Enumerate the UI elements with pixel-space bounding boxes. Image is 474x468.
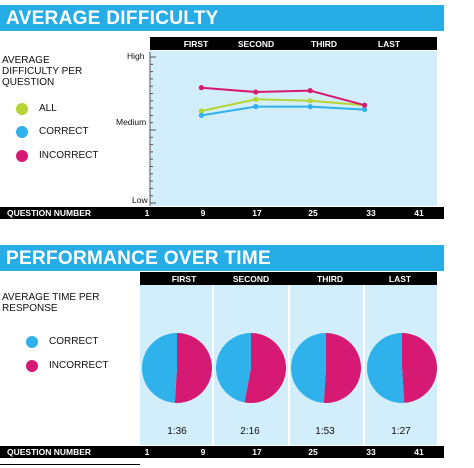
performance-side-label: AVERAGE TIME PER RESPONSE	[2, 292, 99, 314]
pie-first-incorrect-slice	[174, 333, 212, 403]
difficulty-footer-label: QUESTION NUMBER	[7, 208, 92, 218]
legend-all-label: ALL	[39, 103, 57, 114]
data-point-incorrect	[362, 102, 368, 108]
data-point-correct	[307, 104, 313, 110]
legend-correct-label: CORRECT	[39, 126, 89, 137]
perf-legend-correct-label: CORRECT	[49, 336, 99, 347]
performance-segment-third: THIRD	[317, 274, 343, 284]
difficulty-title: AVERAGE DIFFICULTY	[6, 8, 219, 29]
difficulty-side-label-line3: QUESTION	[2, 77, 55, 88]
difficulty-segment-first: FIRST	[183, 39, 209, 49]
performance-segment-last: LAST	[388, 274, 412, 284]
performance-banner: PERFORMANCE OVER TIME	[0, 245, 444, 271]
time-label-last: 1:27	[391, 426, 411, 437]
difficulty-question-number-bar: QUESTION NUMBER 1 9 17 25 33 41	[0, 207, 444, 219]
performance-footer-label: QUESTION NUMBER	[7, 447, 92, 457]
time-label-third: 1:53	[315, 426, 335, 437]
performance-question-number-bar: QUESTION NUMBER 1 9 17 25 33 41	[0, 446, 444, 458]
data-point-correct	[362, 106, 368, 113]
pie-second-correct-slice	[215, 333, 251, 403]
perf-legend-incorrect-label: INCORRECT	[49, 360, 109, 371]
difficulty-tick-33: 33	[366, 208, 376, 218]
performance-tick-33: 33	[366, 447, 376, 457]
performance-title: PERFORMANCE OVER TIME	[6, 248, 271, 269]
y-label-high: High	[127, 51, 145, 61]
performance-tick-17: 17	[252, 447, 262, 457]
difficulty-side-label-line2: DIFFICULTY PER	[2, 66, 83, 77]
pie-first-correct-slice	[141, 333, 177, 403]
series-line-correct	[201, 105, 365, 117]
pie-last-correct-slice	[367, 333, 405, 404]
series-line-incorrect	[201, 86, 365, 107]
pie-third-incorrect-slice	[323, 333, 361, 404]
perf-legend-correct-swatch	[26, 336, 38, 348]
y-label-low: Low	[132, 195, 148, 205]
performance-segment-header: FIRST SECOND THIRD LAST	[140, 272, 437, 285]
performance-tick-41: 41	[414, 447, 424, 457]
performance-tick-1: 1	[144, 447, 150, 457]
data-point-all	[307, 98, 313, 104]
performance-segment-first: FIRST	[171, 274, 197, 284]
performance-tick-25: 25	[308, 447, 318, 457]
performance-segment-second: SECOND	[232, 274, 270, 284]
data-point-correct	[198, 112, 204, 118]
difficulty-side-label-line1: AVERAGE	[2, 55, 50, 66]
difficulty-side-label: AVERAGE DIFFICULTY PER QUESTION	[2, 55, 82, 88]
legend-correct-swatch	[16, 126, 28, 138]
data-point-all	[198, 108, 204, 114]
data-point-incorrect	[253, 89, 259, 95]
difficulty-banner: AVERAGE DIFFICULTY	[0, 5, 444, 31]
data-point-all	[253, 96, 259, 102]
performance-tick-9: 9	[200, 447, 206, 457]
pie-second-incorrect-slice	[244, 333, 286, 403]
performance-side-label-line1: AVERAGE TIME PER	[2, 292, 100, 303]
legend-incorrect-swatch	[16, 150, 28, 162]
footer-rule	[0, 464, 140, 465]
performance-side-label-line2: RESPONSE	[2, 303, 58, 314]
difficulty-tick-1: 1	[144, 208, 150, 218]
difficulty-segment-header: FIRST SECOND THIRD LAST	[150, 37, 437, 50]
legend-incorrect-label: INCORRECT	[39, 150, 99, 161]
series-line-all	[201, 98, 365, 112]
difficulty-y-ticks	[150, 56, 156, 204]
time-label-first: 1:36	[167, 426, 187, 437]
perf-legend-incorrect-swatch	[26, 360, 38, 372]
difficulty-tick-25: 25	[308, 208, 318, 218]
difficulty-segment-second: SECOND	[237, 39, 275, 49]
data-point-incorrect	[307, 87, 313, 94]
legend-all-swatch	[16, 103, 28, 115]
difficulty-segment-third: THIRD	[311, 39, 337, 49]
pie-last-incorrect-slice	[402, 333, 438, 403]
y-label-medium: Medium	[116, 117, 147, 127]
difficulty-plot-area	[150, 51, 437, 206]
time-label-second: 2:16	[240, 426, 260, 437]
difficulty-tick-9: 9	[200, 208, 206, 218]
data-point-correct	[253, 104, 259, 110]
difficulty-tick-41: 41	[414, 208, 424, 218]
difficulty-tick-17: 17	[252, 208, 262, 218]
difficulty-series-lines	[198, 85, 368, 118]
difficulty-segment-last: LAST	[377, 39, 401, 49]
data-point-incorrect	[198, 85, 204, 91]
pie-third-correct-slice	[290, 333, 326, 403]
